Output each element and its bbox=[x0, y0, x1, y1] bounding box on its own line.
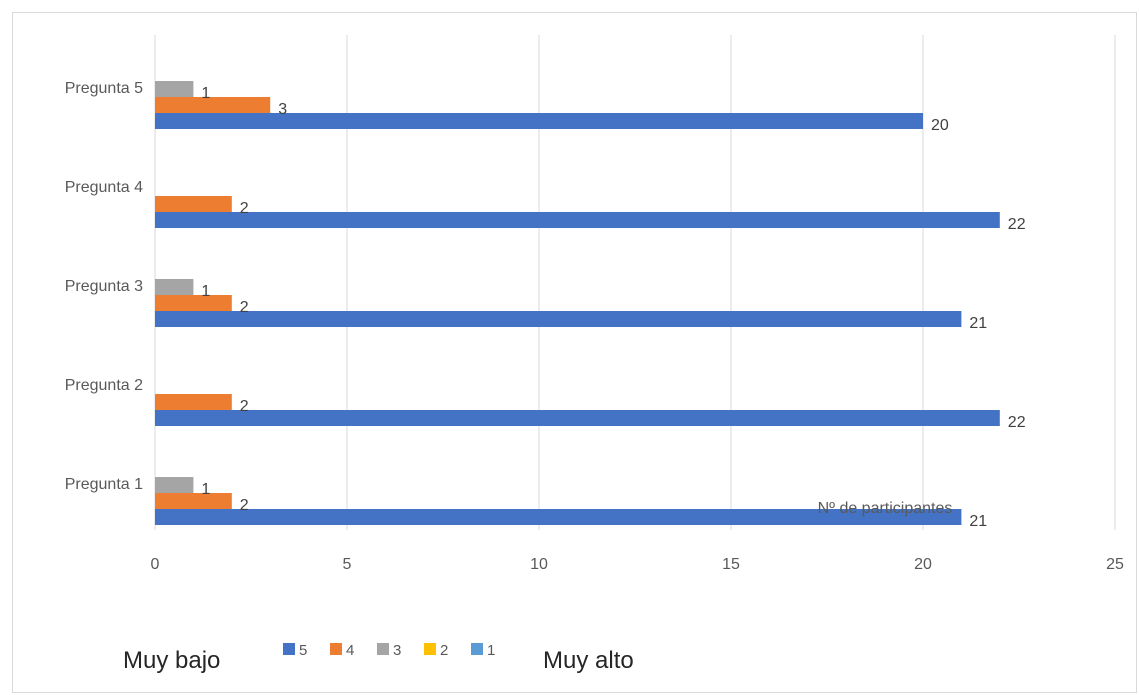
bar bbox=[155, 477, 194, 493]
legend-swatch bbox=[330, 643, 342, 655]
data-label: 1 bbox=[201, 283, 210, 300]
bar bbox=[155, 212, 1000, 228]
x-tick-label: 15 bbox=[722, 556, 740, 573]
x-axis-title: Nº de participantes bbox=[818, 500, 953, 517]
data-label: 21 bbox=[969, 315, 987, 332]
gridlines bbox=[154, 35, 1116, 530]
data-label: 2 bbox=[240, 497, 249, 514]
legend-right-text: Muy alto bbox=[543, 647, 634, 674]
legend-swatch bbox=[424, 643, 436, 655]
category-label: Pregunta 4 bbox=[65, 179, 143, 196]
legend-swatch bbox=[283, 643, 295, 655]
category-label: Pregunta 5 bbox=[65, 80, 143, 97]
data-label: 22 bbox=[1008, 414, 1026, 431]
x-tick-labels: 0 5 10 15 20 25 bbox=[151, 556, 1124, 573]
bar bbox=[155, 97, 271, 113]
bar bbox=[155, 311, 962, 327]
bar bbox=[155, 81, 194, 97]
bar bbox=[155, 509, 962, 525]
category-labels: Pregunta 1 Pregunta 2 Pregunta 3 Pregunta 4… bbox=[65, 80, 143, 493]
bar bbox=[155, 113, 923, 129]
bars bbox=[155, 81, 1000, 525]
data-label: 1 bbox=[201, 481, 210, 498]
legend-items: 5 4 3 2 1 bbox=[283, 642, 495, 659]
data-label: 3 bbox=[278, 101, 287, 118]
x-tick-label: 10 bbox=[530, 556, 548, 573]
data-label: 2 bbox=[240, 398, 249, 415]
x-tick-label: 5 bbox=[343, 556, 352, 573]
legend: Muy bajo 5 4 3 2 1 Muy alto bbox=[123, 642, 634, 674]
category-label: Pregunta 2 bbox=[65, 377, 143, 394]
bar bbox=[155, 196, 232, 212]
legend-swatch bbox=[377, 643, 389, 655]
bar bbox=[155, 410, 1000, 426]
legend-label: 5 bbox=[299, 642, 307, 659]
bar bbox=[155, 279, 194, 295]
legend-label: 3 bbox=[393, 642, 401, 659]
chart-frame bbox=[12, 12, 1137, 693]
legend-label: 1 bbox=[487, 642, 495, 659]
x-tick-label: 25 bbox=[1106, 556, 1124, 573]
legend-label: 2 bbox=[440, 642, 448, 659]
data-label: 1 bbox=[201, 85, 210, 102]
data-label: 20 bbox=[931, 117, 949, 134]
category-label: Pregunta 3 bbox=[65, 278, 143, 295]
category-label: Pregunta 1 bbox=[65, 476, 143, 493]
legend-left-text: Muy bajo bbox=[123, 647, 220, 674]
data-label: 22 bbox=[1008, 216, 1026, 233]
data-label: 21 bbox=[969, 513, 987, 530]
data-label: 2 bbox=[240, 299, 249, 316]
legend-label: 4 bbox=[346, 642, 354, 659]
x-tick-label: 0 bbox=[151, 556, 160, 573]
data-label: 2 bbox=[240, 200, 249, 217]
legend-swatch bbox=[471, 643, 483, 655]
bar bbox=[155, 493, 232, 509]
bar bbox=[155, 394, 232, 410]
x-tick-label: 20 bbox=[914, 556, 932, 573]
bar bbox=[155, 295, 232, 311]
